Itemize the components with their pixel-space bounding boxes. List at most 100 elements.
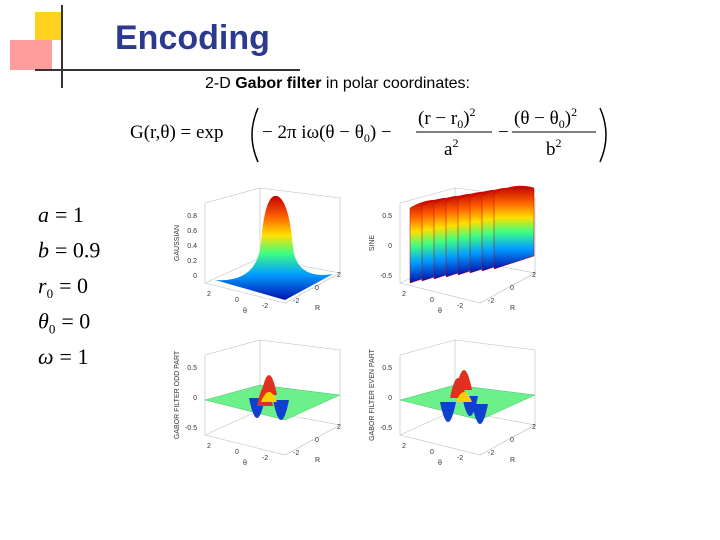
eq-part: 2	[452, 136, 458, 150]
param-sub: 0	[47, 286, 54, 301]
eq-part: 0	[559, 117, 565, 131]
tick-label: -2	[488, 298, 494, 305]
title: Encoding	[115, 19, 270, 57]
plots: GAUSSIAN 0.8 0.6 0.4 0.2 0 2 0 -2 -2 0 2 θ R SINE 0.5 0 -…	[174, 185, 536, 467]
eq-part: 2	[556, 136, 562, 150]
tick-label: 0.8	[187, 213, 197, 220]
parameter: a = 1	[38, 202, 84, 227]
tick-label: 2	[532, 272, 536, 279]
eq-part: 0	[364, 131, 370, 145]
tick-label: 2	[402, 443, 406, 450]
eq-part: ) −	[370, 122, 392, 143]
surface-plot: GABOR FILTER EVEN PART 0.5 0 -0.5 2 0 -2 -2 0 2 θ R	[369, 339, 536, 467]
tick-label: 2	[207, 443, 211, 450]
tick-label: 0.4	[187, 243, 197, 250]
surface	[493, 185, 535, 270]
tick-label: 0	[510, 437, 514, 444]
tick-label: 0	[315, 285, 319, 292]
axis-label: GAUSSIAN	[174, 225, 181, 261]
param-value: = 0.9	[55, 238, 100, 263]
tick-label: 0.2	[187, 258, 197, 265]
tick-label: -2	[262, 455, 268, 462]
tick-label: 0.6	[187, 228, 197, 235]
eq-part: 2	[571, 105, 577, 119]
eq-part: 0	[457, 117, 463, 131]
param-value: = 1	[60, 344, 89, 369]
axis-label: θ	[243, 460, 247, 467]
param-sub: 0	[49, 322, 56, 337]
tick-label: -2	[457, 303, 463, 310]
plot-box	[204, 339, 341, 456]
subtitle-bold: Gabor filter	[235, 75, 321, 92]
eq-part: − 2π iω(θ − θ0) −	[262, 122, 392, 145]
eq-part: b	[546, 139, 556, 160]
param-value: = 1	[55, 202, 84, 227]
param-value: = 0	[59, 273, 88, 298]
tick-label: 0	[235, 449, 239, 456]
tick-label: 0.5	[187, 365, 197, 372]
eq-part: (θ − θ0)2	[514, 105, 577, 131]
axis-label: R	[315, 457, 320, 464]
surface	[273, 400, 289, 420]
tick-label: 2	[532, 424, 536, 431]
eq-part: (θ − θ	[514, 108, 559, 129]
tick-label: -2	[293, 298, 299, 305]
tick-label: 2	[207, 291, 211, 298]
axis-label: θ	[438, 308, 442, 315]
surface-plot: GAUSSIAN 0.8 0.6 0.4 0.2 0 2 0 -2 -2 0 2 θ R	[174, 187, 341, 315]
tick-label: 0	[193, 273, 197, 280]
surface	[261, 392, 277, 402]
surface	[440, 402, 456, 422]
plot-box	[399, 339, 536, 456]
eq-part: G(r,θ) = exp	[130, 122, 223, 143]
tick-label: 2	[402, 291, 406, 298]
eq-part: a2	[444, 136, 458, 160]
param-name: ω	[38, 344, 54, 369]
parameter: b = 0.9	[38, 238, 100, 263]
subtitle: 2-D Gabor filter in polar coordinates:	[205, 75, 470, 92]
surface-plot: SINE 0.5 0 -0.5 2 0 -2 -2 0 2 θ R	[369, 185, 536, 315]
equation: G(r,θ) = exp − 2π iω(θ − θ0) − (r − r0)2…	[130, 105, 607, 163]
axis-label: R	[510, 457, 515, 464]
surface	[456, 392, 472, 402]
eq-part: − 2π iω(θ − θ	[262, 122, 364, 143]
tick-label: 0	[388, 243, 392, 250]
tick-label: -0.5	[380, 273, 392, 280]
tick-label: -2	[293, 450, 299, 457]
surface	[215, 195, 333, 300]
tick-label: 0	[235, 297, 239, 304]
axis-label: θ	[243, 308, 247, 315]
param-name: r	[38, 273, 47, 298]
tick-label: 0	[315, 437, 319, 444]
axis-label: GABOR FILTER EVEN PART	[369, 348, 376, 441]
param-name: b	[38, 238, 49, 263]
surface-plot: GABOR FILTER ODD PART 0.5 0 -0.5 2 0 -2 -2 0 2 θ R	[174, 339, 341, 467]
param-name: a	[38, 202, 49, 227]
deco-square	[35, 12, 61, 40]
tick-label: 0	[193, 395, 197, 402]
eq-part: 2	[470, 105, 476, 119]
surface	[472, 404, 488, 424]
param-value: = 0	[61, 309, 90, 334]
tick-label: 0	[388, 395, 392, 402]
eq-part: (r − r0)2	[418, 105, 476, 131]
plot-box	[204, 187, 341, 304]
tick-label: 0	[510, 285, 514, 292]
eq-part: a	[444, 139, 453, 160]
axis-label: R	[315, 305, 320, 312]
tick-label: 0.5	[382, 213, 392, 220]
parameter: ω = 1	[38, 344, 88, 369]
tick-label: -2	[488, 450, 494, 457]
subtitle-text: in polar coordinates:	[321, 75, 470, 92]
eq-part: −	[498, 122, 509, 143]
subtitle-text: 2-D	[205, 75, 235, 92]
tick-label: 2	[337, 272, 341, 279]
tick-label: -2	[262, 303, 268, 310]
axis-label: θ	[438, 460, 442, 467]
tick-label: 2	[337, 424, 341, 431]
tick-label: 0.5	[382, 365, 392, 372]
tick-label: -2	[457, 455, 463, 462]
tick-label: -0.5	[380, 425, 392, 432]
deco-square	[10, 40, 52, 70]
